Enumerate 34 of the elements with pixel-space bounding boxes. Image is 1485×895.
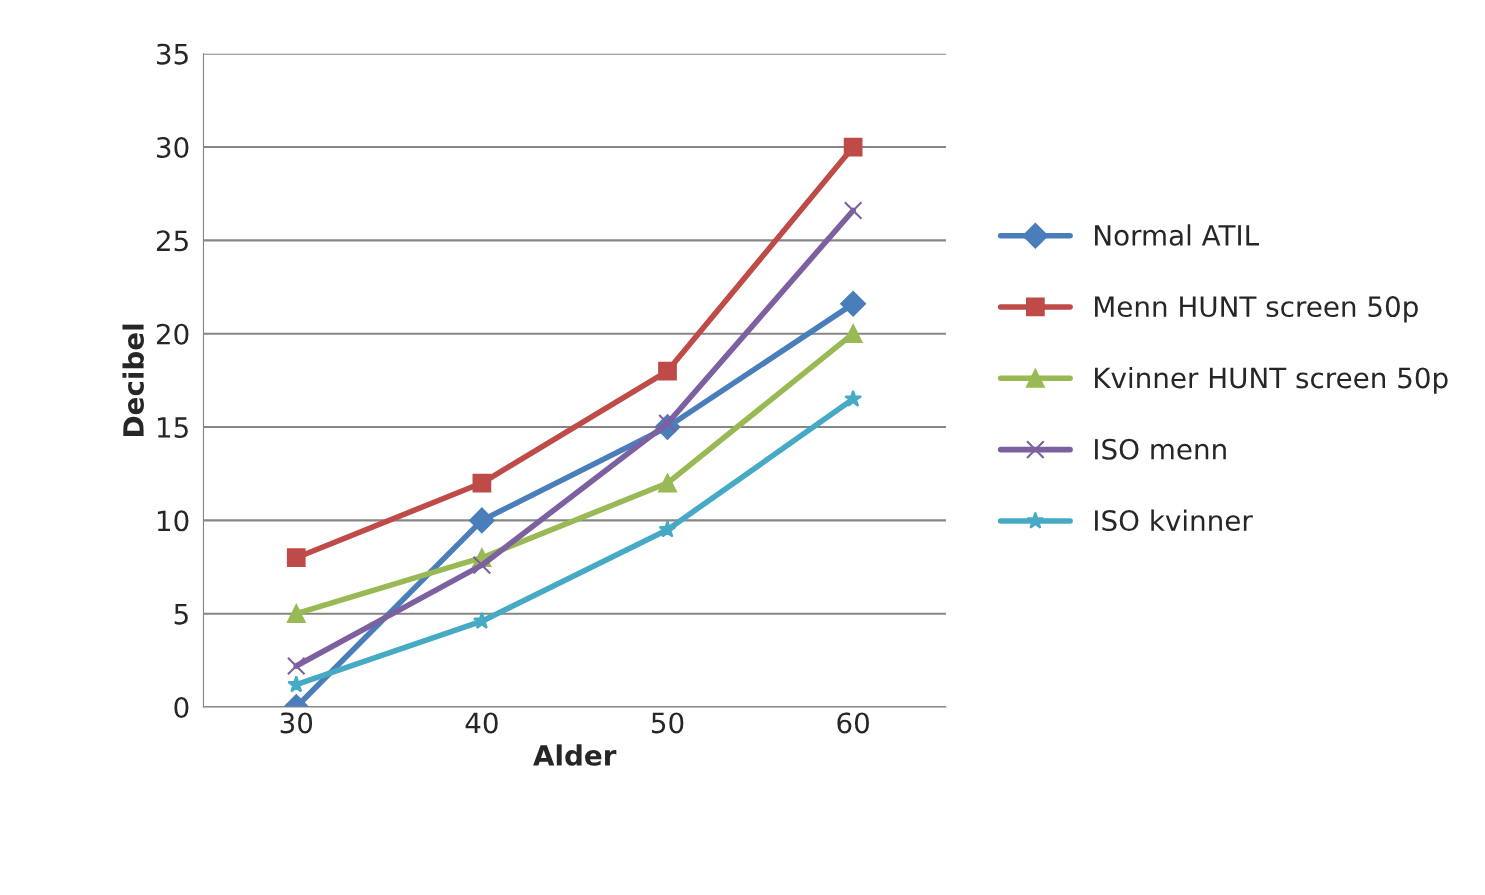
y-tick-label: 15: [157, 417, 188, 438]
point: [843, 201, 863, 220]
legend-label: ISO menn: [1095, 438, 1226, 460]
point: [286, 656, 306, 676]
x-axis-title: Alder: [533, 744, 617, 766]
point: [469, 507, 495, 534]
y-tick-label: 35: [157, 43, 188, 65]
x-tick-label: 60: [837, 712, 869, 734]
y-tick-label: 0: [174, 696, 189, 718]
point: [472, 555, 492, 575]
point: [658, 473, 677, 493]
y-tick-label: 5: [174, 604, 188, 625]
y-tick-label: 20: [156, 323, 189, 345]
point: [658, 520, 677, 538]
point: [843, 324, 863, 344]
x-tick-label: 50: [651, 712, 684, 734]
y-tick-label: 10: [157, 510, 189, 532]
x-tick-label: 30: [280, 712, 313, 734]
point: [843, 137, 863, 157]
y-tick-label: 25: [156, 230, 188, 252]
legend-label: ISO kvinner: [1095, 509, 1253, 532]
y-tick-label: 30: [157, 136, 189, 158]
point: [286, 548, 306, 568]
point: [658, 361, 677, 381]
point: [840, 291, 866, 317]
point: [844, 389, 863, 407]
legend-label: Menn HUNT screen 50p: [1095, 296, 1418, 323]
legend-label: Kvinner HUNT screen 50p: [1095, 366, 1448, 394]
y-axis-title: Decibel: [122, 324, 144, 436]
legend-label: Normal ATIL: [1095, 224, 1259, 246]
point: [472, 611, 491, 629]
point: [472, 473, 492, 493]
x-tick-label: 40: [465, 712, 498, 734]
point: [286, 604, 306, 624]
